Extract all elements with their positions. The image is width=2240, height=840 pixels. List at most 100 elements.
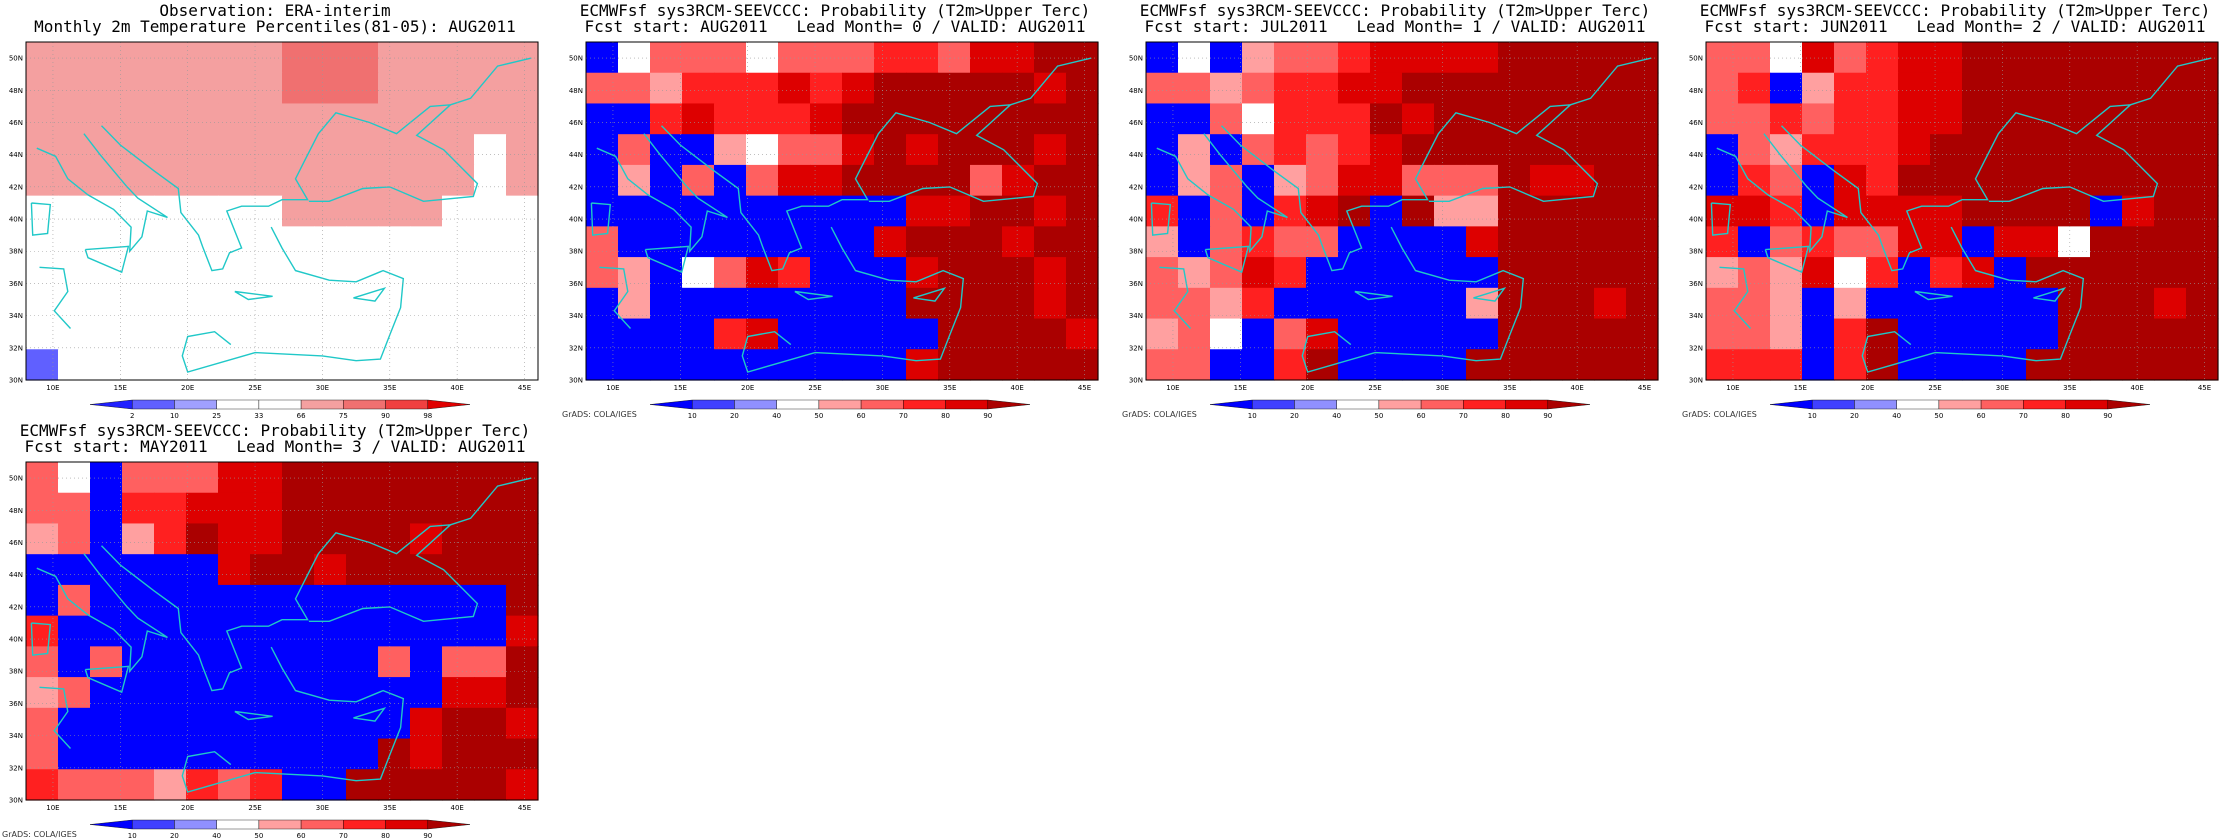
- heatmap-cell: [122, 318, 155, 350]
- coastline: [1719, 266, 1752, 329]
- heatmap-cell: [250, 462, 283, 494]
- heatmap-cell: [378, 42, 411, 74]
- colorbar-swatch: [89, 819, 133, 830]
- heatmap-cell: [650, 195, 683, 227]
- coastline: [181, 226, 405, 373]
- y-tick-label: 44N: [9, 151, 23, 159]
- heatmap-cell: [218, 103, 251, 135]
- heatmap-cell: [586, 103, 619, 135]
- colorbar: 10 20 40 50 60 70 80 90: [1769, 399, 2151, 420]
- heatmap-cell: [1370, 103, 1403, 135]
- heatmap-cell: [2026, 287, 2059, 320]
- heatmap-cell: [1626, 42, 1659, 74]
- heatmap-cell: [586, 164, 619, 197]
- heatmap-cell: [1066, 226, 1099, 258]
- x-tick-label: 30E: [1436, 384, 1449, 392]
- y-tick-label: 38N: [9, 248, 23, 256]
- heatmap-cell: [1930, 42, 1963, 74]
- heatmap-cell: [314, 72, 347, 105]
- heatmap-cell: [1738, 195, 1771, 227]
- heatmap-cell: [2186, 72, 2219, 105]
- heatmap-cell: [1338, 134, 1371, 166]
- heatmap-cell: [1898, 195, 1931, 227]
- heatmap-cell: [1066, 164, 1099, 197]
- coastline: [1570, 57, 1652, 106]
- heatmap-cell: [778, 103, 811, 135]
- heatmap-cell: [282, 318, 315, 350]
- heatmap-cell: [1210, 103, 1243, 135]
- heatmap-cell: [1994, 226, 2027, 258]
- y-tick-label: 50N: [1689, 55, 1703, 63]
- heatmap-cell: [506, 707, 539, 740]
- heatmap-cell: [2026, 226, 2059, 258]
- heatmap-cell: [1866, 103, 1899, 135]
- heatmap-cell: [154, 769, 187, 801]
- heatmap-cell: [1306, 287, 1339, 320]
- heatmap-cell: [154, 462, 187, 494]
- grads-credit: GrADS: COLA/IGES: [1122, 410, 1197, 419]
- heatmap-cell: [346, 226, 379, 258]
- heatmap-cell: [1210, 318, 1243, 350]
- heatmap-cell: [218, 492, 251, 525]
- heatmap-cell: [122, 584, 155, 617]
- heatmap-cell: [874, 318, 907, 350]
- heatmap-cell: [314, 42, 347, 74]
- y-tick-label: 30N: [9, 377, 23, 385]
- x-tick-label: 30E: [316, 384, 329, 392]
- heatmap-cell: [58, 462, 91, 494]
- heatmap-cell: [1738, 318, 1771, 350]
- heatmap-cell: [1338, 318, 1371, 350]
- heatmap-cell: [2154, 164, 2187, 197]
- heatmap-cell: [154, 523, 187, 555]
- heatmap-cell: [314, 738, 347, 770]
- heatmap-cell: [1994, 318, 2027, 350]
- y-tick-label: 36N: [9, 700, 23, 708]
- heatmap-cell: [1034, 195, 1067, 227]
- heatmap-cell: [250, 287, 283, 320]
- heatmap-cell: [1594, 134, 1627, 166]
- y-tick-label: 36N: [569, 280, 583, 288]
- coastline: [84, 245, 130, 274]
- heatmap-cell: [410, 318, 443, 350]
- colorbar-swatch: [2107, 399, 2151, 410]
- heatmap-cell: [2058, 103, 2091, 135]
- heatmap-cell: [90, 349, 123, 381]
- heatmap-cell: [1306, 195, 1339, 227]
- x-tick-label: 20E: [741, 384, 754, 392]
- heatmap-cell: [1626, 72, 1659, 105]
- coastline: [181, 646, 405, 793]
- heatmap-cell: [58, 134, 91, 166]
- heatmap-svg: 10E 15E 20E 25E 30E 35E 40E 45E 30N 32N 34N 36N 38N 4…: [569, 41, 1099, 420]
- heatmap-cell: [1706, 42, 1739, 74]
- coastline: [1861, 226, 2085, 373]
- heatmap-cell: [1930, 349, 1963, 381]
- heatmap-cell: [810, 134, 843, 166]
- colorbar-swatch: [1812, 399, 1855, 410]
- heatmap-cell: [154, 134, 187, 166]
- colorbar-swatch: [1420, 399, 1464, 410]
- heatmap-cell: [1562, 287, 1595, 320]
- heatmap-cell: [1594, 103, 1627, 135]
- heatmap-cell: [218, 615, 251, 647]
- heatmap-cells: [26, 42, 539, 381]
- x-tick-label: 15E: [674, 384, 687, 392]
- heatmap-cell: [938, 42, 971, 74]
- x-tick-label: 40E: [450, 384, 463, 392]
- heatmap-cell: [714, 134, 747, 166]
- heatmap-cell: [1210, 287, 1243, 320]
- heatmap-cell: [1706, 318, 1739, 350]
- heatmap-cell: [1706, 164, 1739, 197]
- heatmap-cell: [746, 72, 779, 105]
- y-tick-label: 38N: [1689, 248, 1703, 256]
- heatmap-cell: [1434, 226, 1467, 258]
- heatmap-cell: [1834, 349, 1867, 381]
- heatmap-cell: [650, 134, 683, 166]
- y-tick-label: 42N: [569, 183, 583, 191]
- heatmap-cell: [506, 462, 539, 494]
- colorbar-label: 2: [130, 412, 134, 420]
- colorbar-label: 40: [1892, 412, 1901, 420]
- heatmap-cell: [474, 769, 507, 801]
- heatmap-cell: [378, 492, 411, 525]
- heatmap-cell: [2058, 195, 2091, 227]
- heatmap-cell: [346, 72, 379, 105]
